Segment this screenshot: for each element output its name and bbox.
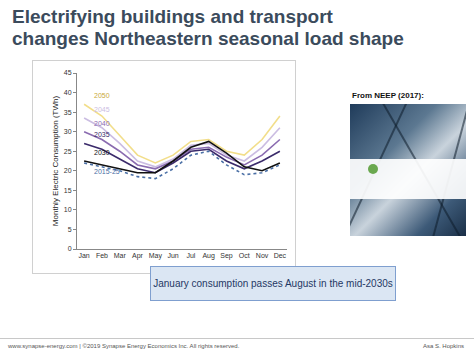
- svg-text:40: 40: [64, 89, 72, 96]
- svg-text:May: May: [149, 252, 163, 260]
- html-text:From NEEP (2017):: From NEEP (2017):: [352, 91, 424, 100]
- svg-text:Aug: Aug: [202, 252, 215, 260]
- svg-text:35: 35: [64, 109, 72, 116]
- svg-text:2030: 2030: [94, 149, 110, 156]
- svg-text:25: 25: [64, 148, 72, 155]
- svg-text:Mar: Mar: [114, 252, 127, 259]
- svg-text:Feb: Feb: [96, 252, 108, 259]
- svg-text:5: 5: [68, 226, 72, 233]
- svg-text:Dec: Dec: [274, 252, 287, 259]
- html-text:January consumption passes Aug: January consumption passes August in the…: [153, 278, 393, 289]
- svg-text:Nov: Nov: [256, 252, 269, 259]
- svg-text:2015-25: 2015-25: [94, 168, 120, 175]
- svg-text:2045: 2045: [94, 106, 110, 113]
- svg-text:10: 10: [64, 206, 72, 213]
- svg-text:Jun: Jun: [167, 252, 178, 259]
- svg-text:45: 45: [64, 69, 72, 76]
- svg-text:Monthly Electric Consumption (: Monthly Electric Consumption (TWh): [51, 96, 60, 227]
- svg-text:30: 30: [64, 128, 72, 135]
- svg-text:20: 20: [64, 167, 72, 174]
- svg-text:0: 0: [68, 245, 72, 252]
- svg-text:Apr: Apr: [132, 252, 144, 260]
- svg-text:2050: 2050: [94, 92, 110, 99]
- html-text:www.synapse-energy.com | ©2019: www.synapse-energy.com | ©2019 Synapse E…: [8, 343, 240, 349]
- html-text:Asa S. Hopkins: Asa S. Hopkins: [423, 343, 464, 349]
- svg-text:2040: 2040: [94, 120, 110, 127]
- html-text:Electrifying buildings and tra: Electrifying buildings and transport: [12, 6, 333, 27]
- svg-text:Jul: Jul: [186, 252, 195, 259]
- svg-text:15: 15: [64, 187, 72, 194]
- svg-text:Sep: Sep: [220, 252, 233, 260]
- svg-text:2035: 2035: [94, 131, 110, 138]
- svg-text:Oct: Oct: [239, 252, 250, 259]
- svg-text:Jan: Jan: [78, 252, 89, 259]
- html-text:changes Northeastern seasonal: changes Northeastern seasonal load shape: [12, 28, 404, 49]
